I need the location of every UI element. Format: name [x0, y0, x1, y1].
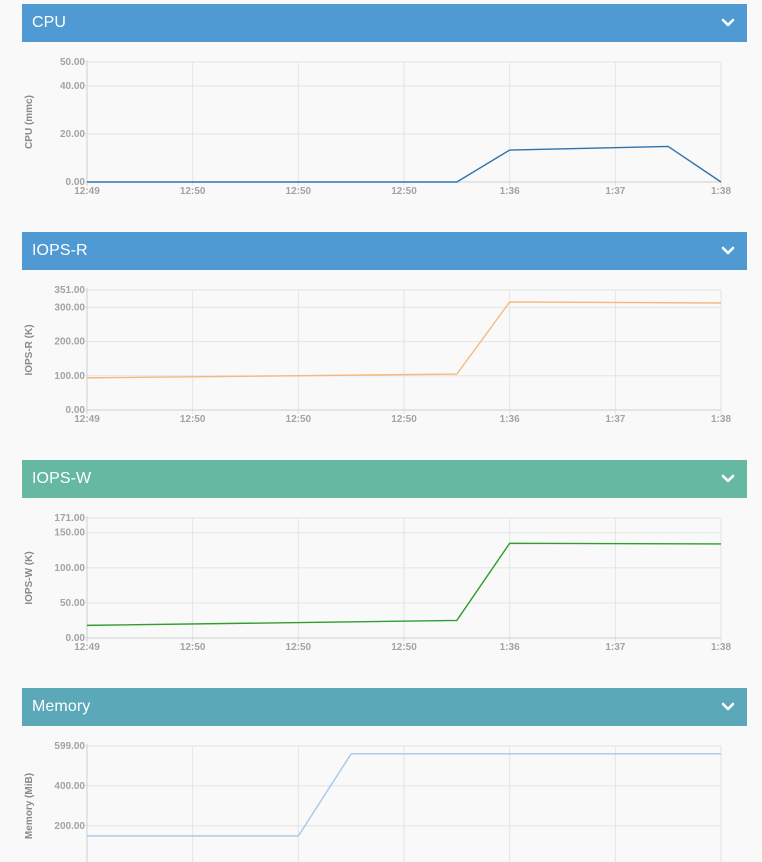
iops-w-x-tick-label: 12:49	[74, 642, 100, 653]
iops-w-x-tick-label: 1:38	[711, 642, 731, 653]
iops-w-y-axis-label: IOPS-W (K)	[24, 551, 35, 604]
iops-w-x-tick-label: 12:50	[180, 642, 206, 653]
iops-w-x-tick-label: 1:37	[605, 642, 625, 653]
chevron-down-icon[interactable]	[719, 470, 737, 488]
iops-r-x-tick-label: 12:50	[391, 414, 417, 425]
iops-r-series-line	[86, 301, 722, 379]
iops-r-y-tick-label: 300.00	[54, 302, 85, 313]
cpu-x-tick-label: 1:37	[605, 186, 625, 197]
cpu-panel-header[interactable]: CPU	[22, 4, 747, 42]
iops-w-panel-title: IOPS-W	[32, 470, 92, 487]
iops-r-panel-header[interactable]: IOPS-R	[22, 232, 747, 270]
memory-panel-title: Memory	[32, 698, 91, 715]
cpu-chart: 0.00 20.00 40.00 50.00 12:49 12:50 12:50 12:50 1…	[22, 42, 747, 204]
cpu-chart-svg: 0.00 20.00 40.00 50.00 12:49 12:50 12:50 12:50 1…	[24, 57, 731, 197]
iops-r-x-tick-label: 1:38	[711, 414, 731, 425]
cpu-y-tick-label: 50.00	[60, 57, 85, 68]
iops-r-x-tick-label: 1:36	[500, 414, 520, 425]
memory-y-axis-label: Memory (MiB)	[24, 773, 35, 839]
cpu-x-tick-label: 12:50	[391, 186, 417, 197]
cpu-panel-title: CPU	[32, 14, 67, 31]
iops-w-x-tick-label: 1:36	[500, 642, 520, 653]
memory-panel-header[interactable]: Memory	[22, 688, 747, 726]
iops-r-panel-title: IOPS-R	[32, 242, 88, 259]
memory-y-tick-label: 599.00	[54, 741, 85, 752]
iops-w-series-line	[86, 542, 722, 627]
iops-w-x-tick-label: 12:50	[391, 642, 417, 653]
cpu-y-axis-label: CPU (mmc)	[24, 95, 35, 149]
cpu-x-tick-label: 1:36	[500, 186, 520, 197]
memory-y-tick-label: 200.00	[54, 821, 85, 832]
memory-chart-svg: 0.00200.00400.00599.0012:4912:5012:5012:…	[24, 741, 722, 862]
cpu-y-tick-label: 0.00	[66, 177, 86, 188]
iops-w-y-tick-label: 100.00	[54, 563, 85, 574]
iops-w-x-tick-label: 12:50	[286, 642, 312, 653]
iops-w-chart-svg: 0.00 50.00 100.00 150.00 171.00 12:49 12:50 12:…	[24, 513, 731, 653]
cpu-series-line	[87, 145, 722, 183]
chevron-down-icon[interactable]	[719, 14, 737, 32]
iops-w-y-tick-label: 50.00	[60, 598, 85, 609]
memory-panel: Memory 0.00200.00400.00599.0012:4912:501…	[22, 688, 747, 862]
chevron-down-icon[interactable]	[719, 698, 737, 716]
iops-r-x-tick-label: 12:50	[286, 414, 312, 425]
iops-w-y-tick-label: 150.00	[54, 528, 85, 539]
iops-w-y-tick-label: 0.00	[66, 633, 86, 644]
iops-r-chart: 0.00 100.00 200.00 300.00 351.00 12:49 12:50 12…	[22, 270, 747, 432]
iops-r-y-tick-label: 100.00	[54, 371, 85, 382]
cpu-x-tick-label: 12:50	[286, 186, 312, 197]
iops-r-y-tick-label: 200.00	[54, 337, 85, 348]
iops-r-y-axis-label: IOPS-R (K)	[24, 324, 35, 375]
iops-r-x-tick-label: 12:50	[180, 414, 206, 425]
cpu-y-tick-label: 20.00	[60, 129, 85, 140]
cpu-y-tick-label: 40.00	[60, 81, 85, 92]
chevron-down-icon[interactable]	[719, 242, 737, 260]
iops-r-x-tick-label: 1:37	[605, 414, 625, 425]
cpu-x-tick-label: 12:49	[74, 186, 100, 197]
memory-y-tick-label: 400.00	[54, 781, 85, 792]
iops-r-chart-svg: 0.00 100.00 200.00 300.00 351.00 12:49 12:50 12…	[24, 285, 731, 425]
iops-w-y-tick-label: 171.00	[54, 513, 85, 524]
iops-r-y-tick-label: 351.00	[54, 285, 85, 296]
iops-r-y-tick-label: 0.00	[66, 405, 86, 416]
iops-r-x-tick-label: 12:49	[74, 414, 100, 425]
memory-series-line	[87, 753, 721, 837]
iops-w-panel: IOPS-W 0.00 50.00 100.00 150.00 171.00 12:49 1…	[22, 460, 747, 660]
memory-chart: 0.00200.00400.00599.0012:4912:5012:5012:…	[22, 726, 747, 862]
iops-r-panel: IOPS-R 0.00 100.00 200.00 300.00 351.00 12:49…	[22, 232, 747, 432]
cpu-x-tick-label: 1:38	[711, 186, 731, 197]
cpu-x-tick-label: 12:50	[180, 186, 206, 197]
cpu-panel: CPU 0.00 20.00 40.00 50.00 12:49 12:50 12:50 12…	[22, 4, 747, 204]
iops-w-chart: 0.00 50.00 100.00 150.00 171.00 12:49 12:50 12:…	[22, 498, 747, 660]
iops-w-panel-header[interactable]: IOPS-W	[22, 460, 747, 498]
